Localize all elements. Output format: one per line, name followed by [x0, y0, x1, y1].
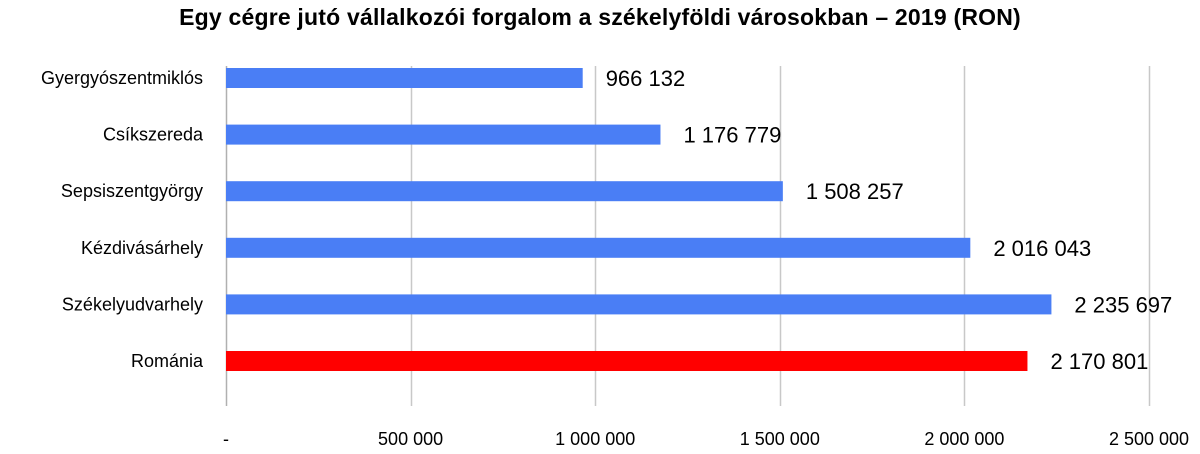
data-label: 966 132	[606, 66, 686, 91]
x-tick-labels: - 500 000 1 000 000 1 500 000 2 000 000 2 500…	[223, 429, 1189, 449]
gridlines	[225, 66, 1151, 406]
value-labels: 966 132 1 176 779 1 508 257 2 016 043 2 235 …	[606, 66, 1173, 374]
category-label: Románia	[131, 351, 204, 371]
category-labels: Gyergyószentmiklós Csíkszereda Sepsiszentg…	[41, 68, 204, 371]
bar	[226, 181, 783, 202]
category-label: Csíkszereda	[103, 125, 204, 145]
bar	[226, 68, 583, 88]
bar	[226, 124, 661, 145]
data-label: 2 235 697	[1074, 292, 1172, 317]
category-label: Gyergyószentmiklós	[41, 68, 203, 88]
bar	[226, 351, 1028, 371]
x-tick-label: 1 500 000	[740, 429, 820, 449]
category-label: Kézdivásárhely	[81, 238, 203, 258]
data-label: 2 170 801	[1050, 349, 1148, 374]
category-label: Székelyudvarhely	[62, 294, 203, 314]
data-label: 2 016 043	[993, 236, 1091, 261]
x-tick-label: 1 000 000	[555, 429, 635, 449]
x-tick-label: 2 000 000	[924, 429, 1004, 449]
bar	[226, 294, 1052, 315]
bar	[226, 237, 971, 258]
data-label: 1 508 257	[806, 179, 904, 204]
x-tick-label: 500 000	[378, 429, 443, 449]
chart-title: Egy cégre jutó vállalkozói forgalom a sz…	[179, 4, 1021, 30]
data-label: 1 176 779	[683, 123, 781, 148]
category-label: Sepsiszentgyörgy	[61, 181, 203, 201]
x-tick-label: -	[223, 429, 229, 449]
bars	[226, 68, 1052, 371]
x-tick-label: 2 500 000	[1109, 429, 1189, 449]
